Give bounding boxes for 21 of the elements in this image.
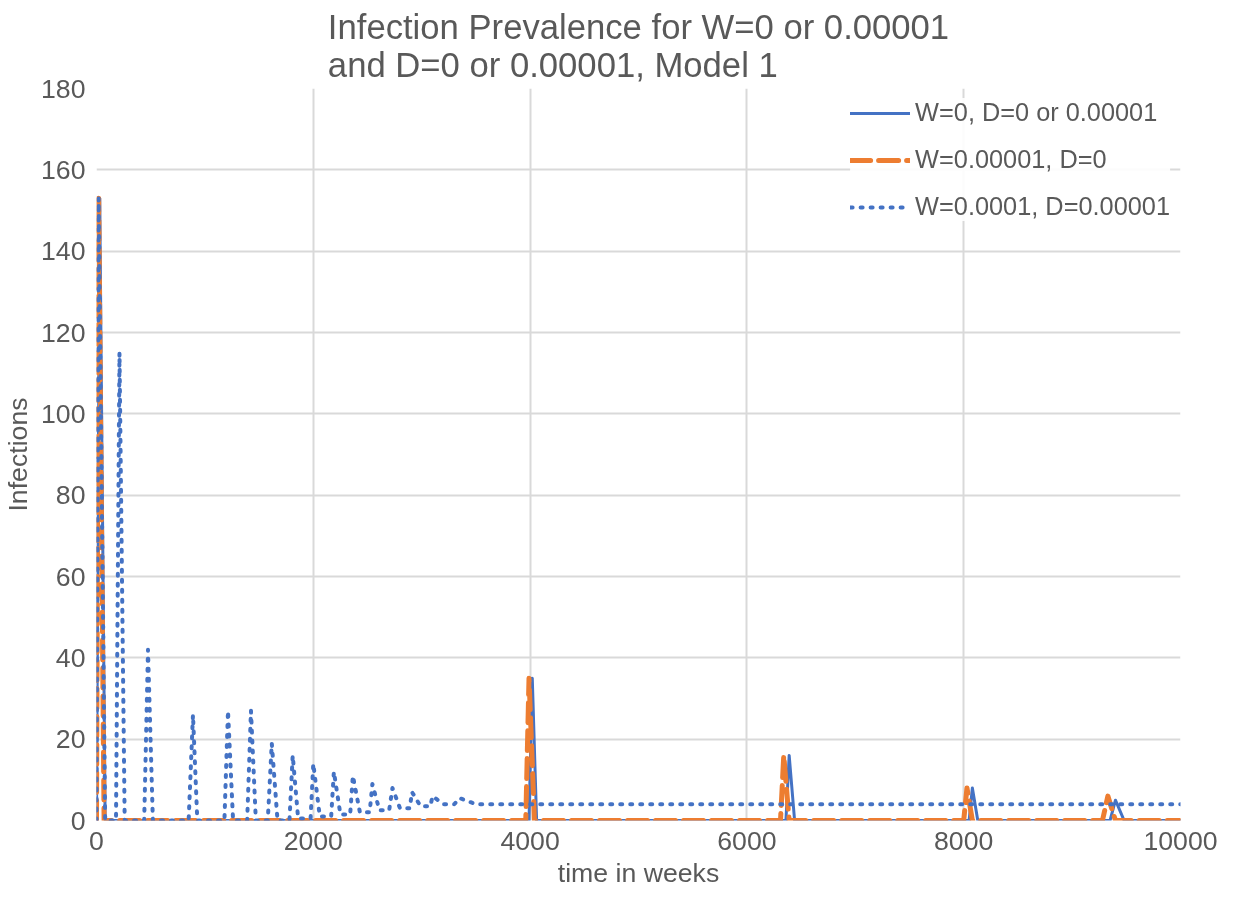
y-tick-label: 160 bbox=[41, 154, 86, 185]
x-tick-label: 10000 bbox=[1143, 825, 1218, 856]
y-tick-label: 60 bbox=[55, 561, 86, 592]
x-axis-title: time in weeks bbox=[557, 857, 720, 888]
x-tick-label: 4000 bbox=[500, 825, 560, 856]
legend-label: W=0, D=0 or 0.00001 bbox=[915, 98, 1158, 127]
y-tick-label: 40 bbox=[55, 642, 86, 673]
x-tick-label: 8000 bbox=[934, 825, 994, 856]
y-tick-label: 120 bbox=[41, 317, 86, 348]
legend-label: W=0.00001, D=0 bbox=[915, 145, 1107, 174]
y-tick-label: 180 bbox=[41, 73, 86, 104]
chart-title: Infection Prevalence for W=0 or 0.00001 and D=0 or 0.00001, Model 1 bbox=[327, 7, 950, 84]
x-tick-label: 2000 bbox=[283, 825, 343, 856]
y-tick-label: 140 bbox=[41, 236, 86, 267]
y-tick-label: 100 bbox=[41, 398, 86, 429]
y-tick-label: 0 bbox=[70, 805, 86, 836]
legend-label: W=0.0001, D=0.00001 bbox=[915, 192, 1170, 221]
y-tick-label: 20 bbox=[55, 724, 86, 755]
y-tick-label: 80 bbox=[55, 480, 86, 511]
x-tick-label: 6000 bbox=[717, 825, 777, 856]
y-axis-title: Infections bbox=[3, 397, 34, 512]
